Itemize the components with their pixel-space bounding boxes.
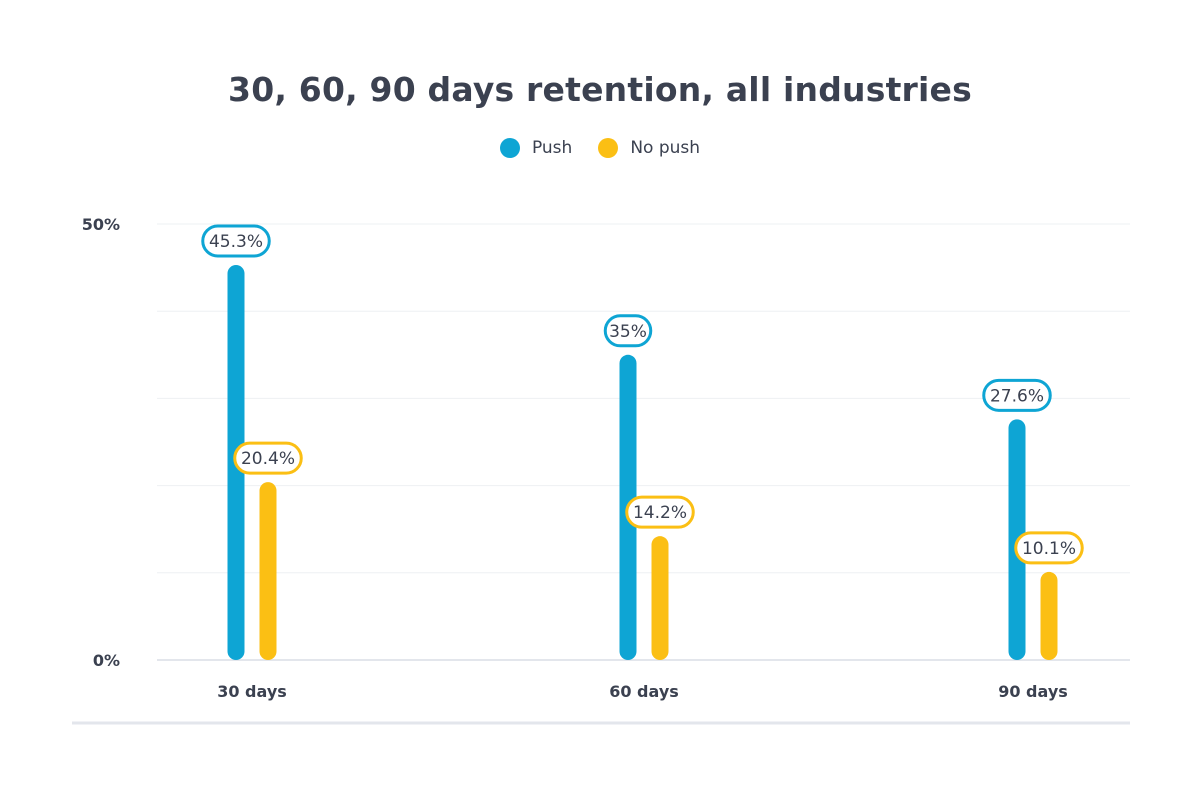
y-tick-label: 0% (93, 651, 120, 670)
data-label: 35% (609, 322, 647, 342)
bar-no-push (259, 482, 277, 660)
legend-swatch-no-push (598, 138, 619, 158)
data-label-pill (603, 314, 653, 348)
x-category-label: 60 days (609, 682, 679, 701)
data-label: 10.1% (1022, 539, 1076, 559)
x-category-label: 30 days (217, 682, 287, 701)
data-label: 45.3% (209, 232, 263, 252)
bar-no-push (1040, 571, 1058, 660)
data-label-pill (1014, 531, 1084, 565)
legend-label-no-push: No push (630, 138, 701, 158)
data-label: 20.4% (241, 449, 295, 469)
x-category-label: 90 days (998, 682, 1068, 701)
y-tick-label: 50% (82, 215, 120, 234)
legend: Push No push (0, 138, 1200, 158)
legend-label-push: Push (531, 138, 573, 158)
data-label: 27.6% (990, 386, 1044, 406)
data-label-pill (233, 441, 303, 475)
data-label-pill (625, 495, 695, 529)
data-label: 14.2% (633, 503, 687, 523)
data-label-pill (201, 224, 271, 258)
legend-item-push: Push (499, 138, 573, 158)
data-label-pill (982, 378, 1052, 412)
legend-item-no-push: No push (598, 138, 700, 158)
bar-no-push (651, 536, 669, 660)
chart-title: 30, 60, 90 days retention, all industrie… (228, 70, 972, 109)
legend-swatch-push (499, 138, 520, 158)
